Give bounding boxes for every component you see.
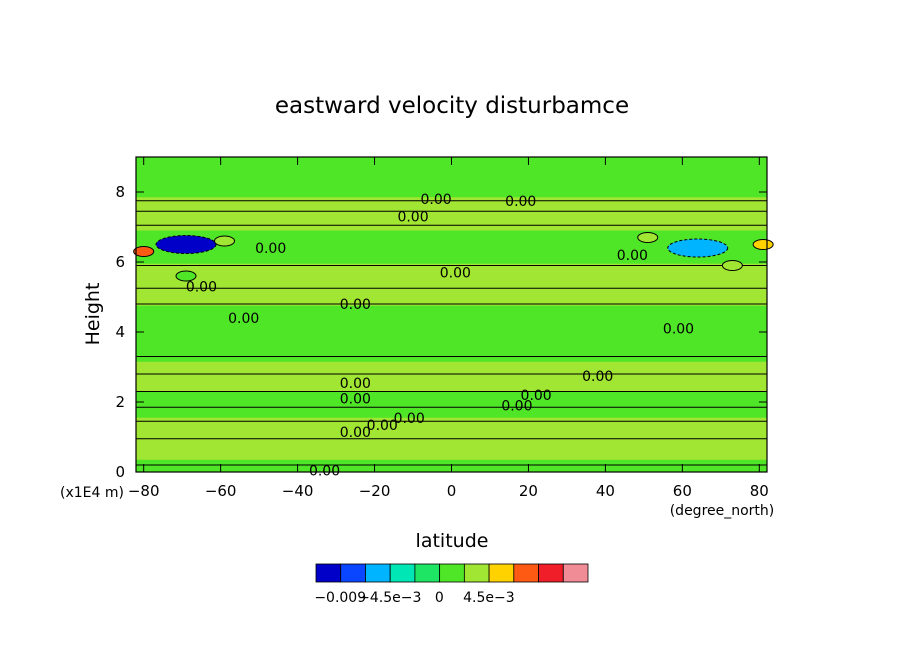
anomaly-cell bbox=[637, 232, 659, 243]
x-tick-label: 80 bbox=[750, 482, 769, 500]
x-tick-label: −80 bbox=[128, 482, 160, 500]
colorbar-tick-label: 4.5e−3 bbox=[463, 590, 515, 606]
contour-band bbox=[136, 263, 767, 306]
contour-value-label: 0.00 bbox=[255, 241, 286, 257]
contour-labels: 0.00 0.000.000.00 0.000.000.000.000.000.00… bbox=[186, 192, 694, 479]
anomaly-cell bbox=[213, 235, 235, 247]
contour-value-label: 0.00 bbox=[394, 411, 425, 427]
contour-value-label: 0.00 bbox=[340, 297, 371, 313]
y-tick-label: 2 bbox=[115, 393, 125, 411]
anomaly-cell bbox=[667, 238, 729, 258]
y-axis: 0 2 4 6 8 bbox=[115, 183, 767, 481]
colorbar-swatch bbox=[538, 563, 564, 583]
contour-lines bbox=[136, 200, 767, 466]
anomaly-cell bbox=[133, 246, 155, 257]
contour-value-label: 0.00 bbox=[397, 210, 428, 226]
colorbar-swatch bbox=[463, 563, 490, 583]
chart-title: eastward velocity disturbamce bbox=[275, 93, 629, 119]
x-tick-label: 40 bbox=[596, 482, 615, 500]
colorbar-swatch bbox=[365, 563, 391, 583]
contour-value-label: 0.00 bbox=[617, 248, 648, 264]
colorbar-tick-label: 0 bbox=[435, 590, 444, 606]
colorbar-swatch bbox=[439, 563, 465, 583]
anomaly-cells bbox=[133, 232, 774, 282]
anomaly-cell bbox=[752, 239, 774, 250]
x-tick-label: −60 bbox=[205, 482, 237, 500]
contour-value-label: 0.00 bbox=[367, 418, 398, 434]
x-tick-label: 20 bbox=[519, 482, 538, 500]
colorbar-swatch bbox=[414, 563, 441, 583]
y-axis-label: Height bbox=[82, 283, 104, 346]
contour-value-label: 0.00 bbox=[582, 369, 613, 385]
anomaly-cell bbox=[721, 260, 743, 271]
colorbar-tick-label: −0.009 bbox=[314, 590, 366, 606]
colorbar-swatch bbox=[488, 563, 515, 583]
contour-value-label: 0.00 bbox=[421, 192, 452, 208]
x-unit-label: (degree_north) bbox=[670, 503, 775, 519]
contour-value-label: 0.00 bbox=[340, 392, 371, 408]
y-tick-label: 4 bbox=[115, 323, 125, 341]
contour-value-label: 0.00 bbox=[340, 376, 371, 392]
plot-area: 0.00 0.000.000.00 0.000.000.000.000.000.00… bbox=[133, 156, 774, 479]
contour-value-label: 0.00 bbox=[505, 194, 536, 210]
colorbar-swatch bbox=[562, 563, 589, 583]
contour-value-label: 0.00 bbox=[186, 280, 217, 296]
y-tick-label: 8 bbox=[115, 183, 125, 201]
x-tick-label: 0 bbox=[447, 482, 457, 500]
y-unit-label: (x1E4 m) bbox=[60, 485, 124, 501]
contour-value-label: 0.00 bbox=[501, 399, 532, 415]
contour-value-label: 0.00 bbox=[440, 266, 471, 282]
colorbar: −0.009−4.5e−3 0 4.5e−3 bbox=[314, 563, 589, 606]
contour-band bbox=[136, 361, 767, 392]
x-axis: −80 −60 −40 −20 0 20 40 60 80 bbox=[128, 157, 769, 500]
contour-value-label: 0.00 bbox=[309, 463, 340, 479]
y-tick-label: 0 bbox=[115, 463, 125, 481]
contour-value-label: 0.00 bbox=[663, 322, 694, 338]
colorbar-swatch bbox=[340, 563, 366, 583]
colorbar-swatch bbox=[315, 563, 342, 583]
contour-value-label: 0.00 bbox=[340, 425, 371, 441]
colorbar-swatch bbox=[513, 563, 539, 583]
colorbar-tick-label: −4.5e−3 bbox=[358, 590, 421, 606]
y-tick-label: 6 bbox=[115, 253, 125, 271]
x-tick-label: 60 bbox=[673, 482, 692, 500]
x-tick-label: −40 bbox=[282, 482, 314, 500]
contour-value-label: 0.00 bbox=[521, 388, 552, 404]
anomaly-cell bbox=[155, 235, 217, 254]
colorbar-swatch bbox=[389, 563, 416, 583]
contour-value-label: 0.00 bbox=[228, 311, 259, 327]
x-tick-label: −20 bbox=[359, 482, 391, 500]
anomaly-cell bbox=[175, 270, 197, 282]
x-axis-label: latitude bbox=[416, 530, 489, 552]
